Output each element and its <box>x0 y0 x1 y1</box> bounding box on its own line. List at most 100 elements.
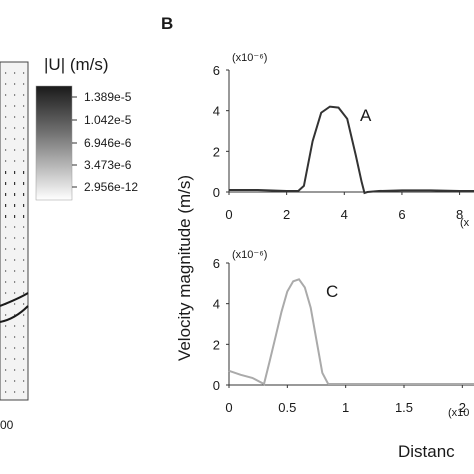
velocity-vector <box>14 204 16 207</box>
chart-c-x-tick-label: 2 <box>459 400 466 415</box>
velocity-vector <box>23 369 25 371</box>
velocity-vector <box>14 72 16 74</box>
chart-c-y-tick-label: 6 <box>213 256 220 271</box>
velocity-vector <box>5 204 7 207</box>
x-axis-label: Distanc <box>398 442 455 461</box>
velocity-vector <box>23 160 25 162</box>
chart-c-y-tick-label: 4 <box>213 297 220 312</box>
velocity-vector <box>23 347 25 349</box>
velocity-vector <box>5 127 7 129</box>
velocity-vector <box>5 369 7 371</box>
velocity-vector <box>14 237 16 239</box>
velocity-vector <box>23 116 25 118</box>
colorbar-tick-label: 6.946e-6 <box>84 136 132 150</box>
chart-c-x-tick-label: 1.5 <box>395 400 413 415</box>
chart-a-y-tick-label: 4 <box>213 104 220 119</box>
chart-a-x-tick-label: 6 <box>398 207 405 222</box>
chart-a-y-tick-label: 6 <box>213 63 220 78</box>
chart-a-y-tick-label: 2 <box>213 144 220 159</box>
velocity-vector <box>14 138 16 140</box>
velocity-vector <box>14 270 16 272</box>
velocity-vectors <box>5 72 25 393</box>
velocity-vector <box>14 281 16 283</box>
velocity-vector <box>5 391 7 393</box>
velocity-vector <box>14 248 16 250</box>
velocity-vector <box>23 248 25 250</box>
velocity-vector <box>23 292 25 294</box>
velocity-vector <box>5 94 7 96</box>
colorbar-tick-label: 1.389e-5 <box>84 90 132 104</box>
colorbar-ticks: 1.389e-5 1.042e-5 6.946e-6 3.473e-6 2.956e-1… <box>72 90 138 194</box>
velocity-vector <box>23 270 25 272</box>
panel-label-b: B <box>161 14 173 33</box>
velocity-vector <box>5 314 7 316</box>
velocity-vector <box>14 369 16 371</box>
chart-c-series-line <box>228 278 474 386</box>
velocity-vector <box>5 259 7 261</box>
velocity-vector <box>14 226 16 228</box>
velocity-vector <box>14 127 16 129</box>
flow-field-panel: 00 <box>0 61 29 432</box>
velocity-vector <box>5 149 7 151</box>
velocity-vector <box>23 336 25 338</box>
velocity-vector <box>5 248 7 250</box>
velocity-vector <box>14 215 16 218</box>
velocity-vector <box>5 83 7 85</box>
velocity-vector <box>5 193 7 196</box>
velocity-vector <box>5 138 7 140</box>
chart-a: (x10⁻⁶) 0 2 4 6 0 2 4 6 8 A (x <box>213 52 474 229</box>
velocity-vector <box>14 149 16 151</box>
interface-curve-lower <box>0 305 29 323</box>
colorbar-title: |U| (m/s) <box>44 55 109 74</box>
velocity-vector <box>5 72 7 74</box>
velocity-vector <box>23 325 25 327</box>
velocity-vector <box>5 116 7 118</box>
velocity-vector <box>5 358 7 360</box>
velocity-vector <box>5 160 7 162</box>
chart-c-x-multiplier: (x10 <box>448 407 469 419</box>
velocity-vector <box>14 259 16 261</box>
colorbar-tick-label: 3.473e-6 <box>84 158 132 172</box>
chart-a-x-tick-label: 2 <box>283 207 290 222</box>
velocity-vector <box>14 303 16 305</box>
velocity-vector <box>23 83 25 85</box>
velocity-vector <box>14 193 16 196</box>
velocity-vector <box>23 138 25 140</box>
chart-a-x-tick-label: 0 <box>225 207 232 222</box>
chart-a-multiplier: (x10⁻⁶) <box>232 52 267 64</box>
interface-curve-upper <box>0 292 29 307</box>
velocity-vector <box>23 127 25 129</box>
chart-a-x-tick-label: 4 <box>341 207 348 222</box>
chart-c-series-label: C <box>326 282 338 301</box>
velocity-vector <box>5 347 7 349</box>
chart-c-y-tick-label: 2 <box>213 337 220 352</box>
velocity-vector <box>23 171 25 174</box>
velocity-vector <box>23 303 25 305</box>
velocity-vector <box>14 380 16 382</box>
flow-field-domain <box>0 61 29 401</box>
velocity-vector <box>5 105 7 107</box>
velocity-vector <box>5 292 7 294</box>
velocity-vector <box>23 281 25 283</box>
chart-c-x-tick-label: 0.5 <box>278 400 296 415</box>
velocity-vector <box>23 182 25 185</box>
velocity-vector <box>5 182 7 185</box>
velocity-vector <box>14 358 16 360</box>
colorbar-gradient <box>35 85 73 201</box>
velocity-vector <box>23 358 25 360</box>
chart-a-y-tick-label: 0 <box>213 185 220 200</box>
colorbar-tick-label: 2.956e-12 <box>84 180 138 194</box>
velocity-vector <box>14 116 16 118</box>
chart-c-multiplier: (x10⁻⁶) <box>232 249 267 261</box>
velocity-vector <box>14 94 16 96</box>
velocity-vector <box>5 215 7 218</box>
chart-a-series-line <box>229 105 474 195</box>
chart-c-y-tick-label: 0 <box>213 378 220 393</box>
chart-c-x-tick-label: 0 <box>225 400 232 415</box>
velocity-vector <box>23 391 25 393</box>
colorbar-tick-label: 1.042e-5 <box>84 113 132 127</box>
velocity-vector <box>23 259 25 261</box>
velocity-vector <box>23 193 25 196</box>
velocity-vector <box>23 226 25 228</box>
